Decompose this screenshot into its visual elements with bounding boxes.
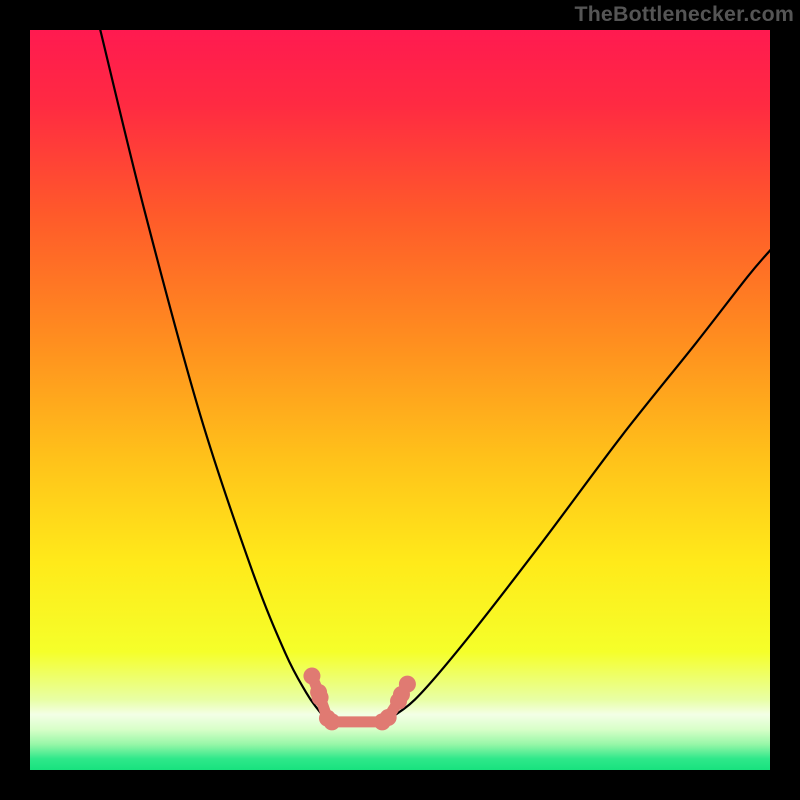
gradient-background: [30, 30, 770, 770]
marker-knob: [303, 668, 320, 685]
chart-stage: TheBottlenecker.com: [0, 0, 800, 800]
marker-knob: [399, 676, 416, 693]
marker-knob: [312, 689, 329, 706]
bottleneck-chart: [0, 0, 800, 800]
marker-knob: [323, 713, 340, 730]
marker-knob: [380, 709, 397, 726]
watermark-text: TheBottlenecker.com: [574, 2, 794, 27]
